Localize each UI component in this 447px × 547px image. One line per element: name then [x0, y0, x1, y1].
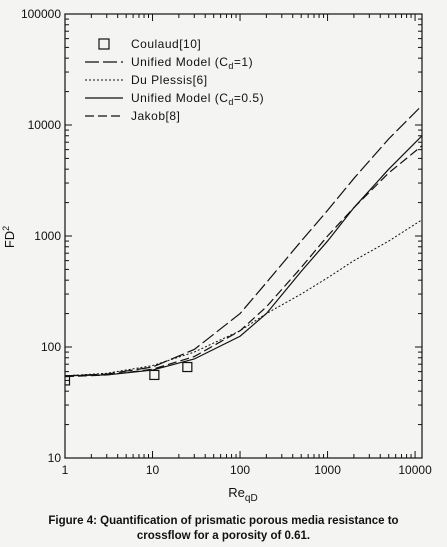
- series-layer: [65, 105, 422, 386]
- figure-caption: Figure 4: Quantification of prismatic po…: [0, 514, 447, 544]
- legend-entry-0: Coulaud[10]: [131, 37, 201, 51]
- x-tick-label: 1: [62, 463, 69, 477]
- series-line-2: [65, 219, 422, 377]
- series-line-3: [65, 135, 422, 377]
- x-axis-label-sub: qD: [245, 493, 258, 504]
- y-axis-label: FD2: [1, 226, 17, 248]
- data-point-coulaud: [65, 375, 71, 386]
- series-line-1: [65, 105, 422, 377]
- x-tick-label: 10: [146, 463, 160, 477]
- y-tick-label: 100000: [21, 7, 61, 21]
- legend-marker-square: [98, 38, 110, 50]
- legend-entry-4: Jakob[8]: [131, 109, 180, 123]
- y-axis-label-sup: 2: [1, 226, 11, 231]
- legend: Coulaud[10] Unified Model (Cd=1) Du Plessi…: [85, 37, 264, 123]
- data-point-coulaud: [149, 369, 160, 381]
- plot-frame: [64, 13, 423, 459]
- x-axis-label: ReqD: [228, 485, 257, 504]
- legend-entry-1: Unified Model (Cd=1): [131, 55, 253, 71]
- y-tick-label: 100: [41, 340, 61, 354]
- x-tick-label: 1000: [314, 463, 341, 477]
- x-tick-label: 10000: [398, 463, 432, 477]
- y-tick-label: 10: [48, 451, 62, 465]
- y-tick-label: 10000: [28, 118, 62, 132]
- caption-line-2: crossflow for a porosity of 0.61.: [136, 530, 311, 542]
- legend-entry-3: Unified Model (Cd=0.5): [131, 91, 264, 107]
- y-tick-label: 1000: [34, 229, 61, 243]
- caption-line-1: Figure 4: Quantification of prismatic po…: [48, 515, 399, 527]
- data-point-coulaud: [182, 361, 193, 373]
- axis-ticks: [64, 13, 422, 459]
- series-line-4: [65, 145, 422, 378]
- x-tick-label: 100: [230, 463, 250, 477]
- legend-entry-2: Du Plessis[6]: [131, 73, 208, 87]
